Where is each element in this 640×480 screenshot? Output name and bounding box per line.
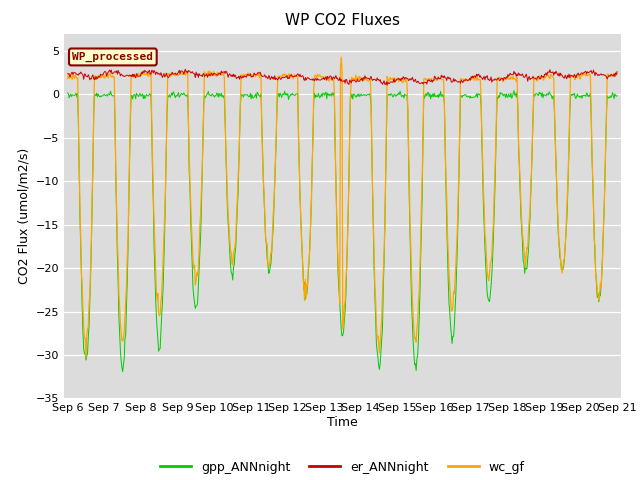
X-axis label: Time: Time xyxy=(327,416,358,429)
Y-axis label: CO2 Flux (umol/m2/s): CO2 Flux (umol/m2/s) xyxy=(17,148,30,284)
Text: WP_processed: WP_processed xyxy=(72,52,154,62)
Legend: gpp_ANNnight, er_ANNnight, wc_gf: gpp_ANNnight, er_ANNnight, wc_gf xyxy=(155,456,530,479)
Title: WP CO2 Fluxes: WP CO2 Fluxes xyxy=(285,13,400,28)
